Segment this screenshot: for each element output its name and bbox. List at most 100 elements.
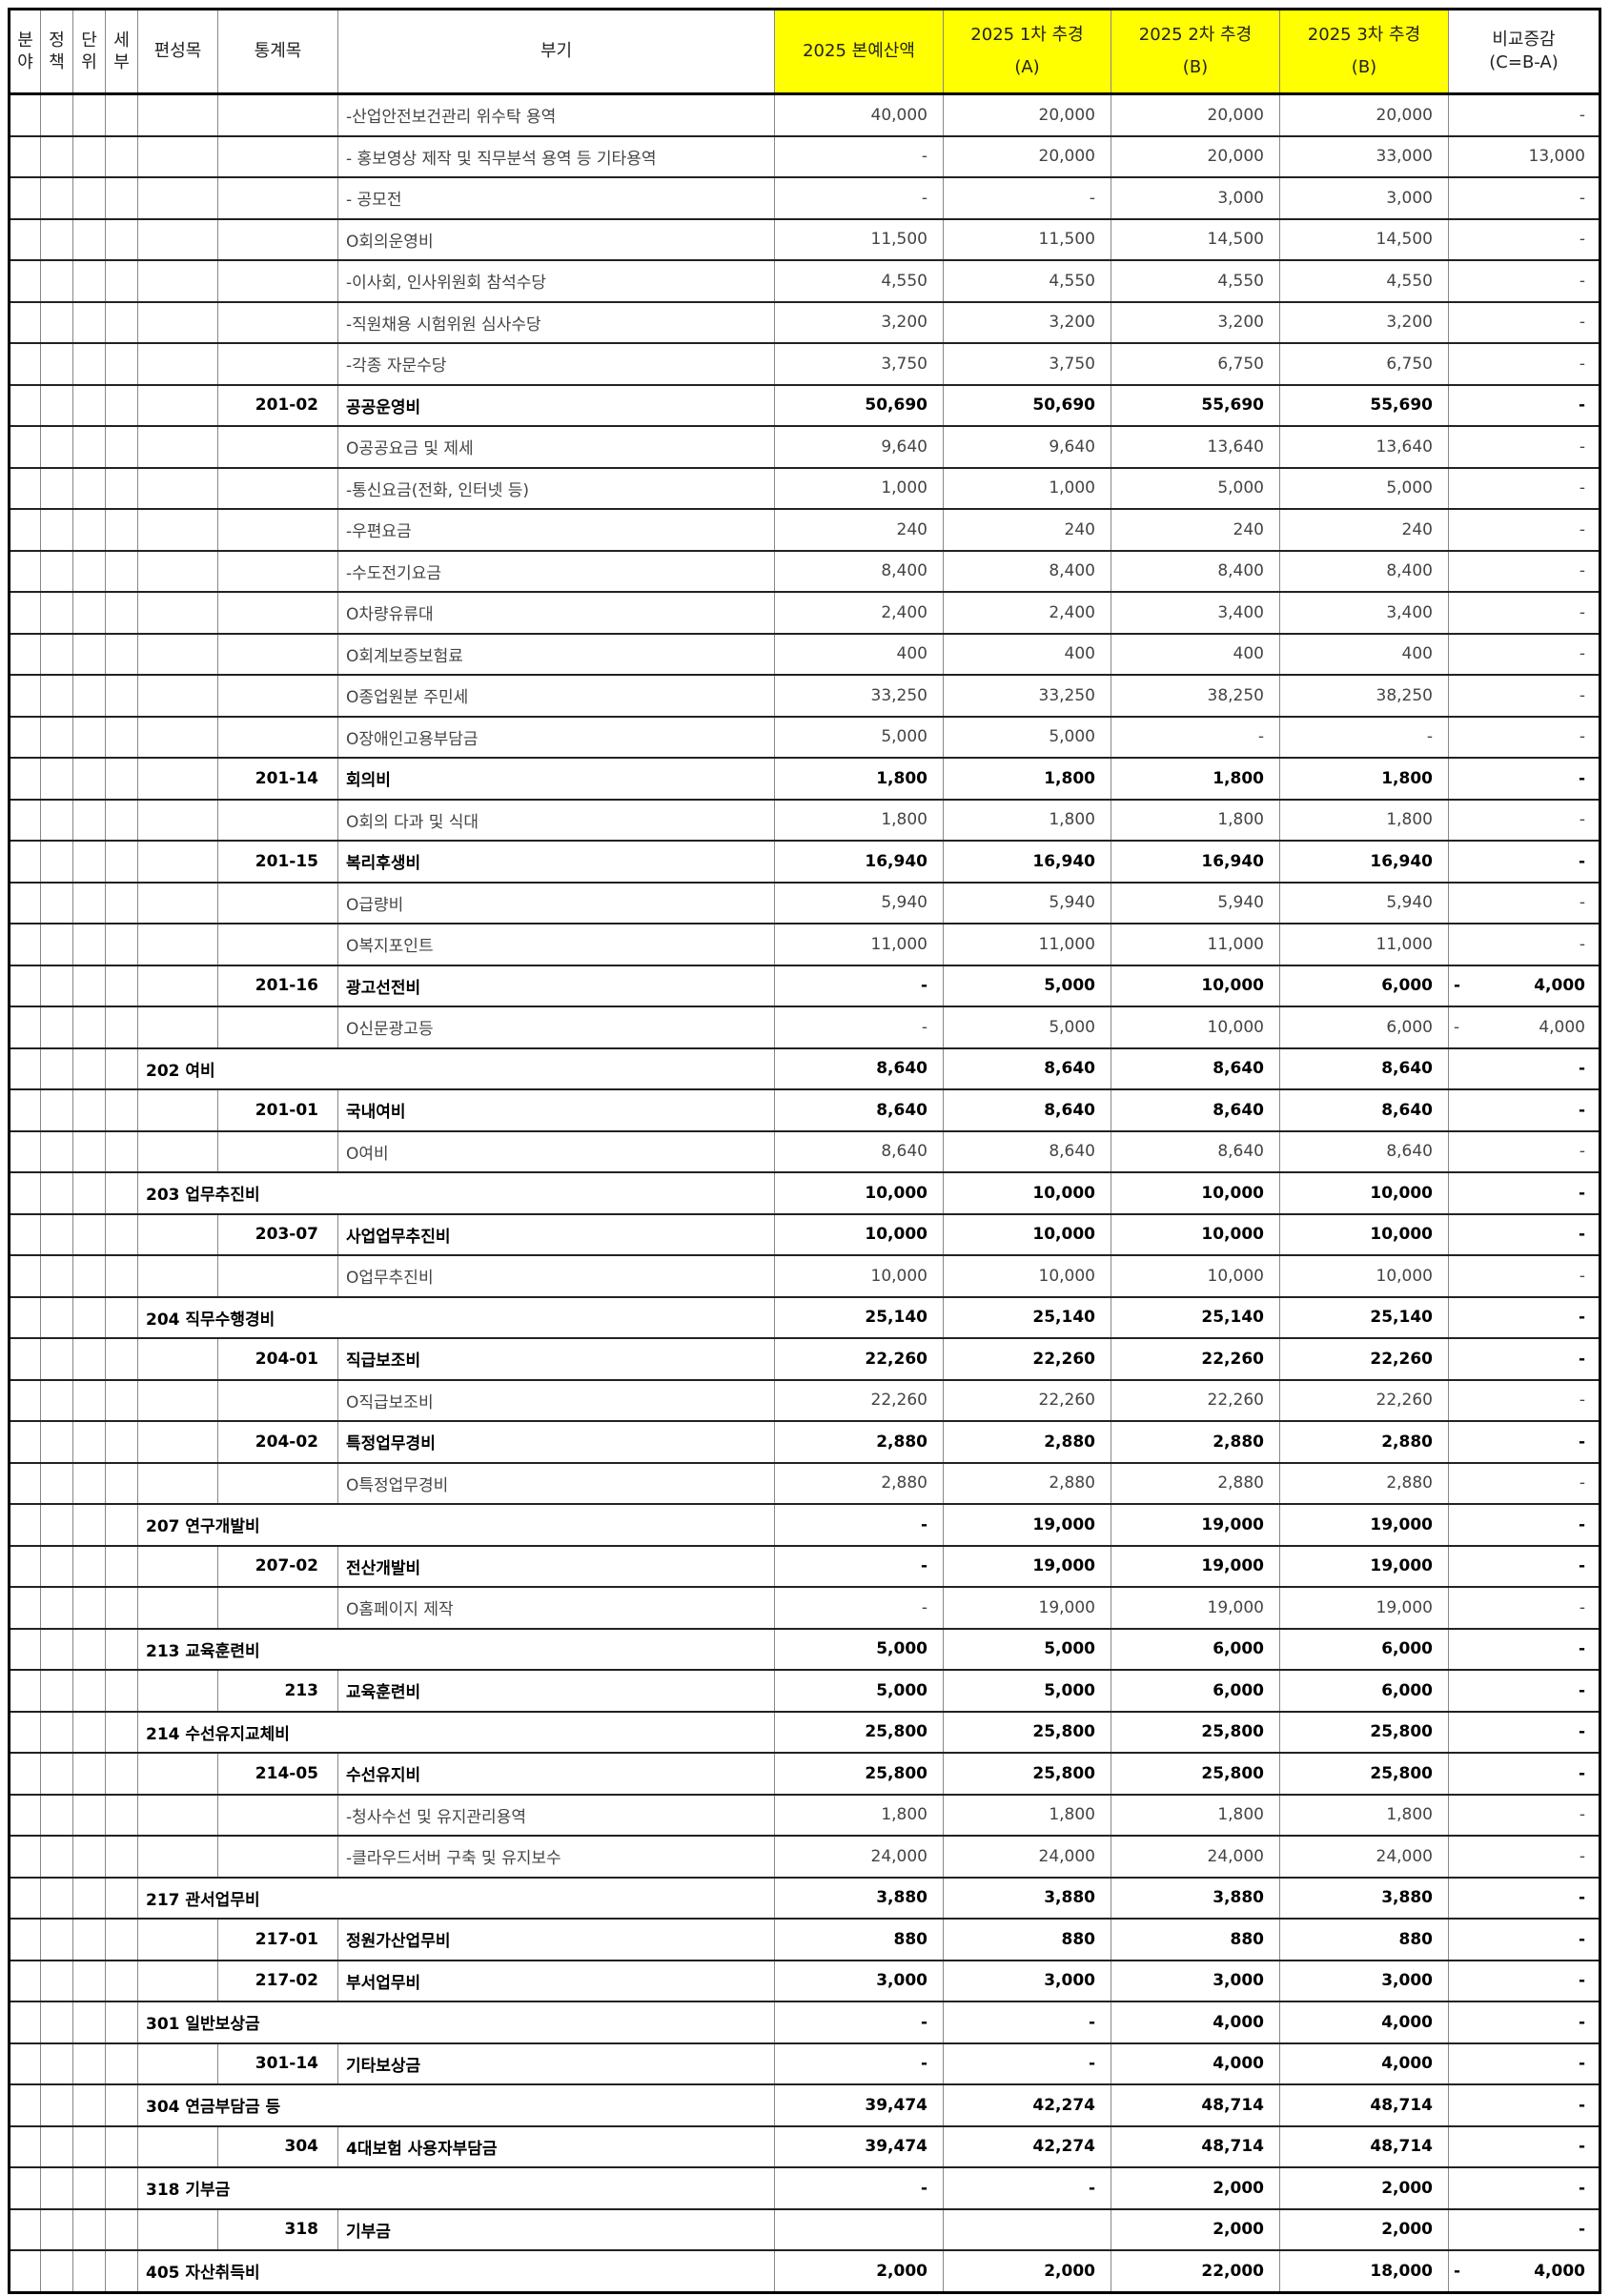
empty-cell [40,1836,73,1879]
amount-cell: 2,880 [943,1462,1111,1505]
difference-cell: - [1448,1919,1600,1961]
empty-cell [72,426,106,469]
empty-cell [105,1877,138,1920]
empty-cell [105,1670,138,1713]
empty-cell [72,1089,106,1132]
amount-cell: 13,640 [1111,426,1280,469]
empty-cell [9,716,41,759]
stat-item-code [217,301,338,344]
header-difference: 비교증감 (C=B-A) [1448,9,1600,95]
empty-cell [72,841,106,884]
table-row: -이사회, 인사위원회 참석수당 4,550 4,550 4,550 4,550- [9,260,1600,303]
empty-cell [40,1338,73,1381]
budget-item-cell [137,1338,218,1381]
amount-cell: 1,800 [943,799,1111,842]
amount-cell: 22,260 [1279,1338,1449,1381]
note-cell: -우편요금 [337,509,775,552]
empty-cell [9,177,41,220]
empty-cell [9,2208,41,2251]
empty-cell [105,882,138,924]
budget-item-cell [137,2042,218,2085]
amount-cell: 240 [943,509,1111,552]
table-row: 201-15 복리후생비 16,940 16,940 16,940 16,940- [9,841,1600,884]
empty-cell [72,509,106,552]
empty-cell [9,301,41,344]
empty-cell [105,841,138,884]
empty-cell [72,1919,106,1961]
table-row: O차량유류대 2,400 2,400 3,400 3,400- [9,592,1600,635]
empty-cell [105,384,138,427]
budget-item-cell [137,93,218,137]
stat-item-code [217,467,338,510]
amount-cell: 240 [774,509,944,552]
note-cell: 직급보조비 [337,1338,775,1381]
note-cell: O업무추진비 [337,1255,775,1298]
empty-cell [9,2125,41,2168]
empty-cell [105,799,138,842]
stat-item-code: 318 [217,2208,338,2251]
amount-cell: 6,000 [1279,1006,1449,1049]
amount-cell: 5,940 [774,882,944,924]
table-row: O업무추진비 10,000 10,000 10,000 10,000- [9,1255,1600,1298]
amount-cell: 10,000 [1111,965,1280,1007]
difference-cell: - [1448,592,1600,635]
amount-cell: 25,140 [943,1296,1111,1339]
empty-cell [40,218,73,261]
budget-item-cell [137,509,218,552]
amount-cell: 42,274 [943,2125,1111,2168]
empty-cell [9,2250,41,2293]
difference-value: 4,000 [1539,1017,1585,1037]
stat-item-code [217,426,338,469]
empty-cell [105,1587,138,1630]
amount-cell: 20,000 [943,93,1111,137]
empty-cell [40,758,73,801]
table-row: 214 수선유지교체비 25,800 25,800 25,800 25,800- [9,1711,1600,1754]
header-main-budget: 2025 본예산액 [774,9,944,95]
stat-item-code [217,882,338,924]
budget-item-cell [137,1545,218,1588]
empty-cell [105,93,138,137]
amount-cell: 6,000 [1279,965,1449,1007]
amount-cell: 3,200 [1279,301,1449,344]
header-budget-item: 편성목 [137,9,218,95]
amount-cell: 3,200 [774,301,944,344]
amount-cell: 48,714 [1279,2125,1449,2168]
amount-cell: 5,000 [774,1628,944,1671]
empty-cell [40,1047,73,1090]
empty-cell [9,2001,41,2044]
amount-cell: 5,000 [774,1670,944,1713]
note-cell: -청사수선 및 유지관리용역 [337,1794,775,1837]
difference-cell: 13,000 [1448,135,1600,178]
difference-cell: - [1448,1379,1600,1422]
amount-cell: - [943,2042,1111,2085]
amount-cell: 10,000 [774,1213,944,1256]
note-cell: 공공운영비 [337,384,775,427]
empty-cell [72,2167,106,2210]
difference-cell: - [1448,2208,1600,2251]
amount-cell: 48,714 [1111,2125,1280,2168]
difference-cell: - [1448,2042,1600,2085]
budget-item-cell: 304 연금부담금 등 [137,2084,775,2127]
amount-cell: 880 [1111,1919,1280,1961]
empty-cell [40,2250,73,2293]
empty-cell [40,1379,73,1422]
table-row: 318 기부금 2,000 2,000- [9,2208,1600,2251]
empty-cell [40,343,73,386]
note-cell: 사업업무추진비 [337,1213,775,1256]
empty-cell [40,509,73,552]
budget-item-cell [137,426,218,469]
header-revision-1: 2025 1차 추경 (A) [943,9,1111,95]
table-row: 201-01 국내여비 8,640 8,640 8,640 8,640- [9,1089,1600,1132]
empty-cell [40,1130,73,1173]
amount-cell: 22,000 [1111,2250,1280,2293]
empty-cell [105,1462,138,1505]
amount-cell: 25,800 [774,1753,944,1796]
amount-cell: 8,400 [1279,550,1449,593]
note-cell: O복지포인트 [337,924,775,966]
empty-cell [105,1794,138,1837]
table-row: O회의 다과 및 식대 1,800 1,800 1,800 1,800- [9,799,1600,842]
empty-cell [72,1670,106,1713]
amount-cell: 4,550 [1111,260,1280,303]
amount-cell: 25,800 [943,1711,1111,1754]
amount-cell: 1,000 [943,467,1111,510]
